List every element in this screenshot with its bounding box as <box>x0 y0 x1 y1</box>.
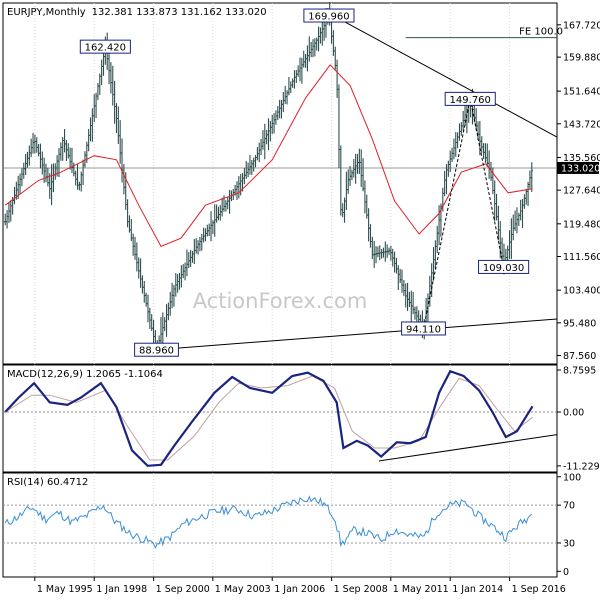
annotation-text: 162.420 <box>85 43 126 54</box>
rsi-tick-label: 100 <box>563 472 581 483</box>
rsi-grid <box>3 473 557 577</box>
price-panel-frame <box>2 2 558 365</box>
macd-tick-label: -11.2299 <box>563 461 600 472</box>
annotation-box <box>478 259 530 274</box>
rsi-line <box>4 495 533 550</box>
annotation-text: 88.960 <box>139 346 174 357</box>
annotation-text: 169.960 <box>308 12 349 23</box>
price-tick-label: 95.480 <box>563 318 596 329</box>
price-annotation: 109.030 <box>478 259 530 274</box>
macd-title: MACD(12,26,9) 1.2065 -1.1064 <box>7 369 163 380</box>
x-tick-label: 1 Sep 2008 <box>334 584 388 595</box>
price-annotation: 149.760 <box>444 91 496 106</box>
annotation-box <box>303 8 355 23</box>
current-price-tag <box>557 161 599 174</box>
macd-panel-frame <box>2 364 558 473</box>
trendline <box>328 12 558 138</box>
price-annotation: 162.420 <box>79 39 131 54</box>
x-tick-label: 1 May 2011 <box>393 584 449 595</box>
price-tick-label: 111.560 <box>563 252 600 263</box>
price-tick-label: 159.880 <box>563 53 600 64</box>
price-trendlines <box>156 12 558 351</box>
price-annotation: 94.110 <box>401 321 446 336</box>
price-annotation: 88.960 <box>134 342 179 357</box>
price-tick-label: 167.720 <box>563 20 600 31</box>
price-tick-label: 143.720 <box>563 119 600 130</box>
symbol-name: EURJPY,Monthly <box>7 7 86 18</box>
x-tick-label: 1 Sep 2016 <box>512 584 566 595</box>
annotation-text: 149.760 <box>450 95 491 106</box>
macd-axis: 8.7595 0.00 -11.2299 <box>557 365 600 472</box>
trendline <box>156 318 558 351</box>
price-tick-label: 87.560 <box>563 351 596 362</box>
fib-dashed-line <box>423 98 471 329</box>
x-tick-label: 1 Jan 2014 <box>452 584 503 595</box>
annotation-text: 94.110 <box>406 324 441 335</box>
ohlc-bar <box>530 162 534 192</box>
annotation-box <box>134 342 179 357</box>
x-axis: 1 May 1995 1 Jan 1998 1 Sep 2000 1 May 2003… <box>34 577 566 595</box>
macd-line <box>4 369 534 467</box>
x-tick-label: 1 Jan 1998 <box>96 584 147 595</box>
price-annotation: 169.960 <box>303 8 355 23</box>
rsi-tick-label: 30 <box>563 538 575 549</box>
watermark: ActionForex.com <box>193 289 368 313</box>
macd-trendline <box>378 434 558 462</box>
ohlc-values: 132.381 133.873 131.162 133.020 <box>92 7 267 18</box>
annotation-box <box>444 91 496 106</box>
annotation-box <box>79 39 131 54</box>
x-tick-label: 1 Jan 2006 <box>274 584 325 595</box>
macd-grid <box>3 365 557 472</box>
rsi-panel-frame <box>2 472 558 578</box>
rsi-title: RSI(14) 60.4712 <box>7 477 88 488</box>
symbol-label: EURJPY,Monthly 132.381 133.873 131.162 13… <box>7 7 267 18</box>
rsi-tick-label: 70 <box>563 501 575 512</box>
x-tick-label: 1 Sep 2000 <box>156 584 210 595</box>
price-annotations: 162.420 88.960 169.960 149.760 94.110 109.030 <box>79 8 530 357</box>
price-axis: 167.720 159.880 151.640 143.720 135.560 127.6… <box>557 20 600 362</box>
annotation-text: 109.030 <box>483 263 524 274</box>
macd-tick-label: 0.00 <box>563 408 584 419</box>
x-tick-label: 1 May 2003 <box>215 584 271 595</box>
price-tick-label: 119.480 <box>563 219 600 230</box>
x-tick-label: 1 May 1995 <box>37 584 93 595</box>
price-tick-label: 103.400 <box>563 286 600 297</box>
fe-100-label: FE 100.0 <box>519 27 563 38</box>
fib-dashed-line <box>469 98 505 268</box>
rsi-tick-label: 0 <box>563 567 569 578</box>
price-grid <box>34 3 511 364</box>
annotation-box <box>401 321 446 336</box>
price-tick-label: 135.560 <box>563 153 600 164</box>
current-price-value: 133.020 <box>561 163 600 174</box>
macd-tick-label: 8.7595 <box>563 365 596 376</box>
price-tick-label: 127.640 <box>563 186 600 197</box>
rsi-axis: 100 70 30 0 <box>557 472 581 578</box>
moving-average-line <box>4 64 533 248</box>
price-tick-label: 151.640 <box>563 87 600 98</box>
